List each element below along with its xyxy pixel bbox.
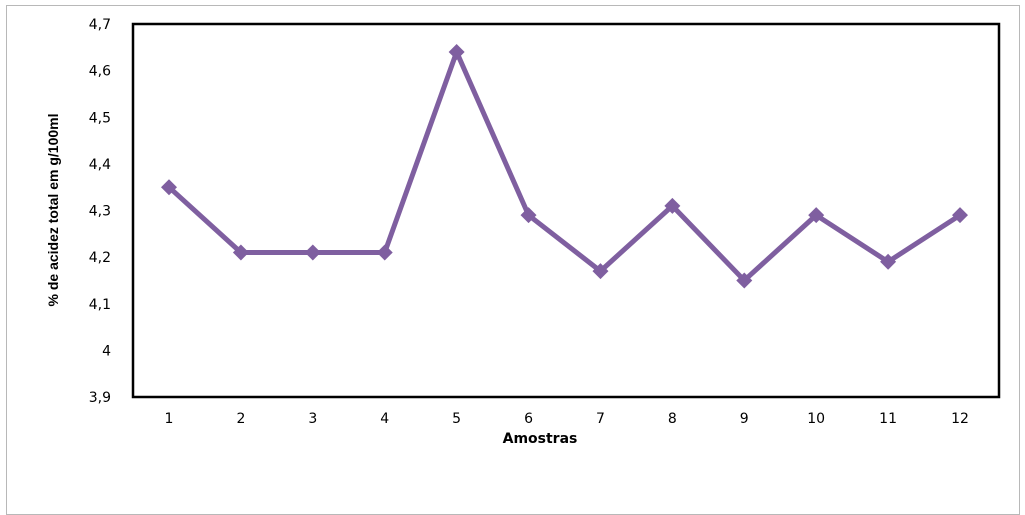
data-point-marker [952, 207, 968, 224]
y-axis-label: % de acidez total em g/100ml [45, 114, 61, 307]
series-line [166, 49, 963, 283]
y-tick-label: 4,3 [89, 204, 111, 220]
y-tick-label: 3,9 [89, 390, 111, 406]
x-axis-label: Amostras [503, 431, 578, 447]
x-tick-label: 11 [879, 411, 897, 427]
y-tick-label: 4,5 [89, 110, 111, 126]
data-point-marker [736, 272, 753, 289]
y-tick-label: 4 [102, 343, 111, 359]
x-tick-label: 6 [524, 411, 533, 427]
x-tick-label: 9 [740, 411, 749, 427]
y-axis-ticks: 3,9 4 4,1 4,2 4,3 4,4 4,5 4,6 4,7 [89, 17, 111, 406]
y-tick-label: 4,7 [89, 17, 111, 33]
x-tick-label: 3 [308, 411, 317, 427]
x-tick-label: 4 [380, 411, 389, 427]
data-point-marker [304, 244, 321, 261]
x-tick-label: 7 [596, 411, 605, 427]
data-point-marker [448, 43, 465, 60]
x-tick-label: 10 [807, 411, 825, 427]
data-point-marker [808, 207, 825, 224]
data-point-marker [520, 207, 537, 224]
chart-frame [6, 5, 1020, 515]
data-point-marker [161, 179, 177, 196]
series-markers [161, 43, 968, 289]
x-axis-ticks: 1 2 3 4 5 6 7 8 9 10 11 12 [165, 411, 969, 427]
x-tick-label: 12 [951, 411, 969, 427]
data-point-marker [592, 263, 609, 280]
data-point-marker [664, 197, 681, 214]
x-tick-label: 8 [668, 411, 677, 427]
y-tick-label: 4,4 [89, 157, 111, 173]
x-tick-label: 1 [165, 411, 174, 427]
y-tick-label: 4,1 [89, 297, 111, 313]
data-point-marker [376, 244, 393, 261]
data-point-marker [880, 253, 897, 270]
plot-area [131, 22, 1001, 399]
x-tick-label: 5 [452, 411, 461, 427]
y-tick-label: 4,6 [89, 64, 111, 80]
y-tick-label: 4,2 [89, 250, 111, 266]
x-tick-label: 2 [236, 411, 245, 427]
data-point-marker [232, 244, 249, 261]
